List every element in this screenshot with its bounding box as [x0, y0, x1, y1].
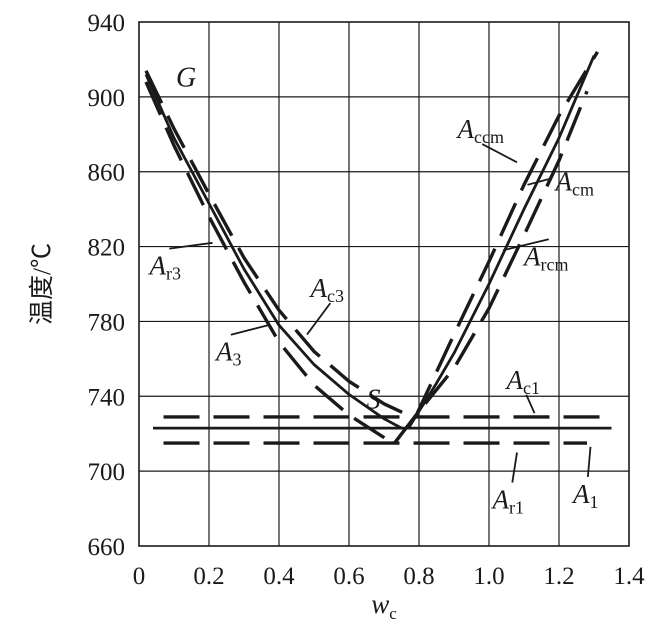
- x-tick-label: 0.6: [333, 563, 364, 590]
- annotation-label-accm: Accm: [456, 114, 504, 147]
- x-axis-label: wc: [371, 589, 397, 623]
- annotation-leader-accm: [481, 143, 518, 164]
- y-tick-label: 860: [88, 160, 126, 187]
- annotation-leader-acm: [527, 177, 552, 186]
- x-tick-label: 0.4: [263, 563, 295, 590]
- annotation-leader-a3: [230, 324, 269, 336]
- series-line-ar3: [144, 81, 396, 447]
- point-label-g: G: [176, 62, 196, 93]
- annotation-label-ac1: Ac1: [505, 365, 541, 398]
- tick-labels: 0 0.2 0.4 0.6 0.8 1.0 1.2 1.4 660 700 740 780 820 860…: [88, 10, 646, 590]
- annotation-leader-ar1: [511, 452, 518, 483]
- annotation-leader-ac3: [306, 302, 332, 336]
- series-line-a3: [144, 73, 403, 430]
- annotation-leaders: [169, 143, 592, 483]
- y-tick-label: 660: [88, 534, 126, 561]
- y-tick-label: 780: [88, 309, 126, 336]
- series-line-ac3: [144, 69, 413, 419]
- y-tick-label: 900: [88, 85, 126, 112]
- annotation-labels: Accm Acm Arcm Ar3 A3 Ac3 Ac1 Ar1 A1 G S: [148, 62, 599, 517]
- point-label-s: S: [367, 385, 381, 416]
- x-tick-label: 1.2: [543, 563, 574, 590]
- annotation-label-a3: A3: [214, 337, 242, 370]
- annotation-label-ac3: Ac3: [309, 273, 345, 306]
- y-tick-label: 940: [88, 10, 126, 37]
- series-line-arcm: [393, 90, 589, 445]
- x-tick-label: 0.8: [403, 563, 434, 590]
- series-line-acm: [407, 55, 596, 429]
- annotation-label-acm: Acm: [554, 166, 595, 199]
- x-tick-label: 0.2: [193, 563, 224, 590]
- x-axis-label-sub: c: [389, 604, 397, 623]
- x-tick-label: 1.4: [613, 563, 645, 590]
- plot-frame: [138, 21, 630, 547]
- x-tick-label: 1.0: [473, 563, 504, 590]
- y-tick-label: 820: [88, 235, 126, 262]
- annotation-leader-arcm: [502, 238, 549, 252]
- annotation-label-a1: A1: [571, 479, 599, 512]
- annotation-leader-ar3: [169, 241, 213, 250]
- annotation-label-ar3: Ar3: [148, 251, 182, 284]
- annotation-label-ar1: Ar1: [491, 485, 525, 518]
- x-tick-label: 0: [133, 563, 146, 590]
- y-tick-label: 700: [88, 459, 126, 486]
- annotation-leader-ac1: [525, 394, 536, 414]
- y-tick-label: 740: [88, 384, 126, 411]
- annotation-leader-a1: [586, 446, 592, 478]
- series-line-accm: [413, 51, 599, 418]
- x-axis-label-main: w: [371, 589, 389, 619]
- y-axis-label: 温度/℃: [28, 243, 56, 325]
- annotation-label-arcm: Arcm: [522, 241, 568, 274]
- series-lines: [144, 51, 612, 447]
- grid-lines: [139, 22, 629, 546]
